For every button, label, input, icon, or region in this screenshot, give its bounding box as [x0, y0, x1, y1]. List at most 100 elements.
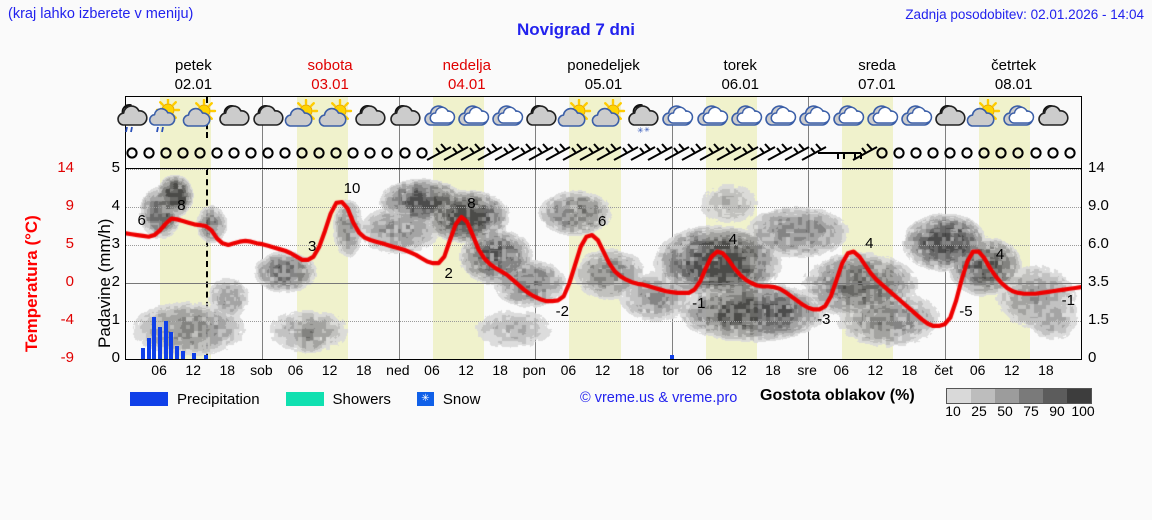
wind-symbol-barb	[560, 138, 590, 168]
sun-cloud-icon	[182, 99, 218, 135]
day-name: ponedeljek	[567, 57, 640, 74]
temperature-label: -1	[1061, 292, 1075, 310]
wind-symbol-calm	[253, 138, 283, 168]
day-name: sreda	[858, 57, 896, 74]
wind-symbol-barb	[441, 138, 471, 168]
x-tick: 18	[492, 362, 508, 378]
temperature-tick: 14	[57, 159, 74, 176]
legend-precipitation-label: Precipitation	[177, 390, 260, 408]
night-cloud-icon	[523, 99, 559, 135]
cloud-height-tick: 6.0	[1088, 235, 1109, 252]
x-tick: 12	[321, 362, 338, 378]
precipitation-tick: 4	[111, 197, 120, 214]
cloud-icon	[864, 99, 900, 135]
temperature-label: 6	[597, 213, 607, 231]
last-updated-label: Zadnja posodobitev: 02.01.2026 - 14:04	[905, 7, 1144, 22]
cloud-icon	[455, 99, 491, 135]
cloud-density-step	[947, 389, 971, 403]
wind-symbol-barb	[492, 138, 522, 168]
x-tick: 18	[901, 362, 918, 378]
x-tick: 06	[697, 362, 713, 378]
wind-symbol-calm	[1021, 138, 1051, 168]
wind-symbol-calm	[202, 138, 232, 168]
day-header-6: četrtek 08.01	[945, 56, 1082, 94]
x-tick: tor	[662, 362, 679, 378]
x-tick: sob	[250, 362, 273, 378]
gridline	[126, 359, 1081, 360]
wind-symbol-barb	[679, 138, 709, 168]
location-menu-note: (kraj lahko izberete v meniju)	[8, 6, 194, 22]
cloud-height-tick: 3.5	[1088, 273, 1109, 290]
day-name: petek	[175, 57, 212, 74]
night-cloud-icon	[352, 99, 388, 135]
night-cloud-icon	[216, 99, 252, 135]
cloud-density-step-label: 25	[971, 403, 987, 419]
sun-cloud-icon	[591, 99, 627, 135]
sun-cloud-icon	[557, 99, 593, 135]
cloud-density-colorbar	[946, 388, 1092, 404]
temperature-axis-label: Temperatura (°C)	[22, 215, 41, 352]
day-date: 02.01	[174, 76, 213, 93]
wind-symbol-calm	[969, 138, 999, 168]
x-axis-ticks: 06 12 18 sob 06 12 18 ned 06 12 18 pon 06 12 18 tor 06 12…	[125, 362, 1082, 382]
wind-symbol-calm	[390, 138, 420, 168]
cloud-height-tick: 1.5	[1088, 311, 1109, 328]
cloud-density-step	[1019, 389, 1043, 403]
sun-cloud-icon	[318, 99, 354, 135]
cloud-density-step-label: 75	[1023, 403, 1039, 419]
x-tick: 12	[185, 362, 201, 378]
wind-symbol-barb	[850, 138, 880, 168]
wind-symbol-barb	[611, 138, 641, 168]
wind-symbol-calm	[935, 138, 965, 168]
wind-symbol-calm	[338, 138, 368, 168]
wind-symbol-calm	[1055, 138, 1085, 168]
wind-symbol-calm	[151, 138, 181, 168]
wind-symbol-barb	[645, 138, 675, 168]
x-tick: 12	[867, 362, 884, 378]
x-tick: 06	[969, 362, 986, 378]
temperature-label: 6	[137, 212, 146, 230]
temperature-label: 2	[444, 265, 453, 283]
wind-symbol-calm	[867, 138, 897, 168]
wind-symbol-calm	[952, 138, 982, 168]
wind-symbol-calm	[1038, 138, 1068, 168]
wind-symbol-barb	[731, 138, 761, 168]
weather-icon-band: ✳ ✳	[116, 96, 1082, 138]
temperature-label: 4	[865, 234, 874, 252]
temperature-point-labels: 6 8 3 10 2 8 -2 6 -1 4 -3 4 -5 4 -1	[126, 169, 1081, 359]
cloud-density-step	[971, 389, 995, 403]
wind-symbol-calm	[168, 138, 198, 168]
temperature-label: 4	[995, 246, 1005, 264]
copyright-link[interactable]: © vreme.us & vreme.pro	[580, 390, 738, 406]
wind-symbol-calm	[219, 138, 249, 168]
x-tick: 18	[765, 362, 781, 378]
cloud-density-step-label: 90	[1049, 403, 1065, 419]
day-name: četrtek	[991, 57, 1037, 74]
cloud-height-tick: 9.0	[1088, 197, 1109, 214]
x-tick: 12	[594, 362, 611, 378]
cloud-icon	[830, 99, 866, 135]
wind-symbol-calm	[901, 138, 931, 168]
day-separator	[671, 138, 673, 168]
wind-symbol-barb	[526, 138, 556, 168]
day-header-5: sreda 07.01	[809, 56, 946, 94]
sun-cloud-drizzle-icon	[148, 99, 184, 135]
temperature-label: 10	[343, 180, 361, 198]
precipitation-tick: 3	[111, 235, 120, 252]
cloud-density-step-label: 10	[945, 403, 961, 419]
wind-symbol-barb	[458, 138, 488, 168]
cloud-height-tick: 0	[1088, 349, 1097, 366]
sun-cloud-icon	[966, 99, 1002, 135]
wind-symbol-calm	[185, 138, 215, 168]
legend-snow: Snow	[416, 391, 480, 408]
x-tick: 12	[1003, 362, 1020, 378]
day-header-4: torek 06.01	[672, 56, 809, 94]
wind-symbol-barb	[424, 138, 454, 168]
wind-symbol-calm	[117, 138, 147, 168]
temperature-tick: 5	[65, 235, 74, 252]
temperature-label: -3	[817, 311, 831, 329]
day-date: 08.01	[994, 76, 1033, 93]
legend-precipitation: Precipitation	[130, 391, 260, 408]
snowflake-icon	[416, 392, 434, 406]
wind-symbol-barb	[714, 138, 744, 168]
